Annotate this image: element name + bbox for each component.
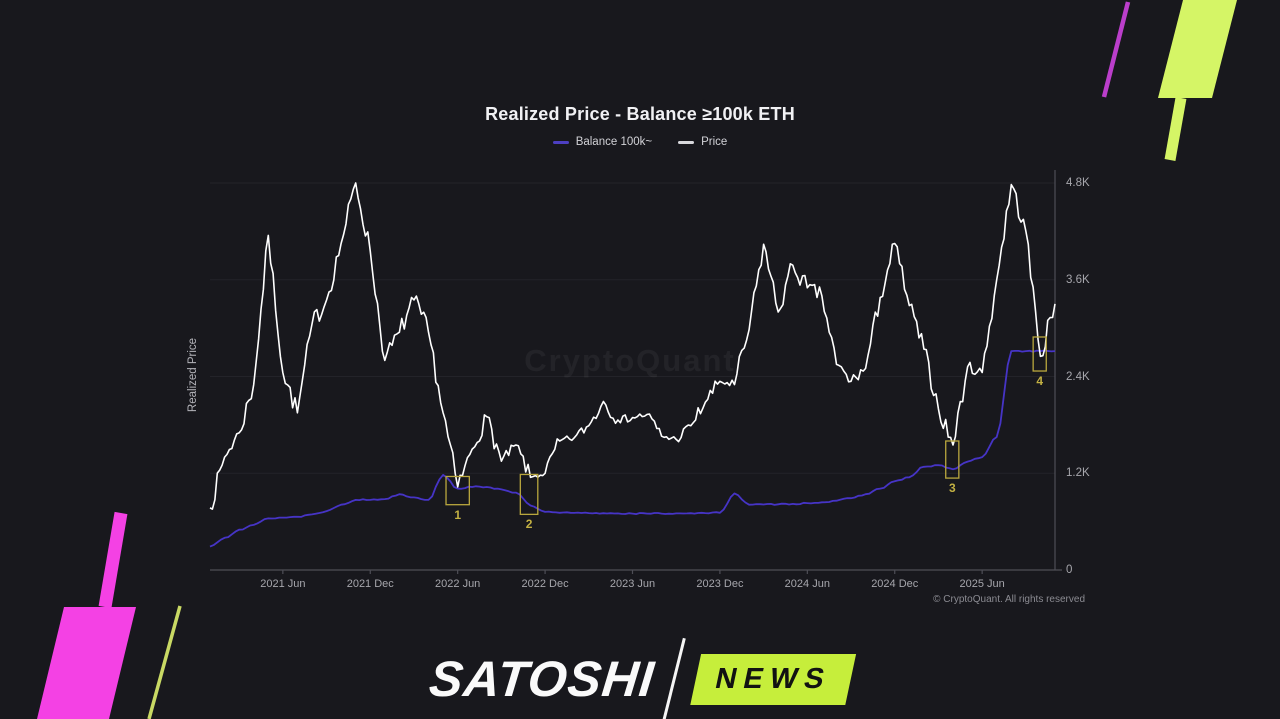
axes xyxy=(210,170,1062,574)
price-line xyxy=(209,182,1056,510)
chart-legend: Balance 100k~ Price xyxy=(0,136,1280,148)
price-line-swatch xyxy=(678,140,695,144)
legend-item-balance: Balance 100k~ xyxy=(552,136,653,148)
y-tick-label: 1.2K xyxy=(1066,467,1090,480)
cryptoquant-watermark: CryptoQuant xyxy=(524,343,736,378)
annotation-boxes xyxy=(445,336,1047,516)
x-tick-label: 2021 Dec xyxy=(346,578,394,590)
balance-line-swatch xyxy=(552,140,569,144)
legend-label-price: Price xyxy=(701,136,728,148)
magenta-candlestick-icon xyxy=(37,607,136,719)
lime-diagonal-line-bottom xyxy=(147,605,182,719)
logo-news-text: NEWS xyxy=(712,662,834,695)
annotation-number-3: 3 xyxy=(948,481,956,496)
annotation-box-4 xyxy=(1032,336,1047,372)
x-tick-label: 2024 Dec xyxy=(871,578,919,590)
legend-item-price: Price xyxy=(678,136,727,148)
logo-slash-icon xyxy=(662,637,686,719)
x-tick-label: 2023 Dec xyxy=(696,578,744,590)
x-tick-label: 2024 Jun xyxy=(784,578,830,590)
annotation-number-1: 1 xyxy=(454,507,462,522)
magenta-candle-wick xyxy=(98,511,128,609)
decorations xyxy=(37,0,1237,719)
chart-title: Realized Price - Balance ≥100k ETH xyxy=(485,104,795,124)
y-tick-label: 4.8K xyxy=(1066,177,1090,189)
logo-wordmark: SATOSHI xyxy=(426,651,658,707)
annotation-number-2: 2 xyxy=(525,517,533,532)
balance-realized-price-line xyxy=(209,349,1056,548)
annotation-box-2 xyxy=(519,473,539,516)
y-tick-label: 3.6K xyxy=(1066,273,1090,286)
y-tick-label: 0 xyxy=(1066,564,1073,576)
lime-candle-wick xyxy=(1164,97,1187,161)
lime-candlestick-icon xyxy=(1158,0,1237,98)
magenta-diagonal-line-top xyxy=(1101,1,1131,98)
x-tick-label: 2021 Jun xyxy=(260,578,306,590)
copyright-text: © CryptoQuant. All rights reserved xyxy=(933,594,1085,605)
logo-news-badge: NEWS xyxy=(689,653,856,705)
annotation-box-3 xyxy=(945,440,960,479)
y-axis-title: Realized Price xyxy=(187,337,199,413)
annotation-number-4: 4 xyxy=(1036,374,1044,389)
y-tick-label: 2.4K xyxy=(1066,370,1090,383)
gridlines xyxy=(210,182,1055,474)
x-tick-label: 2025 Jun xyxy=(959,578,1005,590)
legend-label-balance: Balance 100k~ xyxy=(575,136,653,148)
satoshi-news-logo: SATOSHI NEWS xyxy=(427,637,856,719)
x-tick-label: 2022 Dec xyxy=(521,578,569,590)
x-tick-label: 2023 Jun xyxy=(609,578,656,590)
x-tick-label: 2022 Jun xyxy=(435,578,481,590)
annotation-box-1 xyxy=(445,475,470,506)
